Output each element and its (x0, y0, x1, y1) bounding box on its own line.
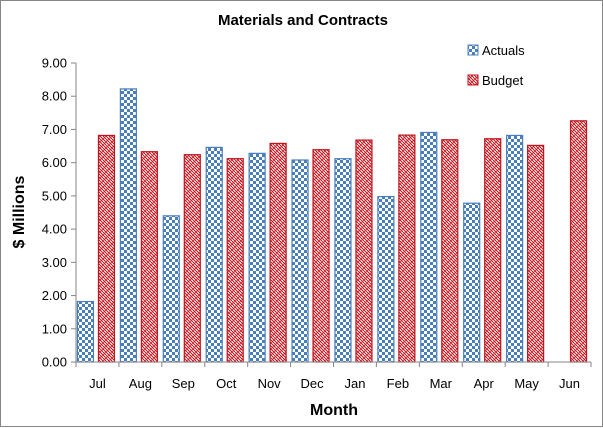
x-tick-label-apr: Apr (474, 376, 495, 391)
chart-title: Materials and Contracts (218, 12, 388, 29)
y-axis-label: $ Millions (11, 175, 28, 248)
y-tick-label: 8.00 (42, 89, 67, 104)
y-tick-label: 2.00 (42, 288, 67, 303)
y-tick-label: 4.00 (42, 222, 67, 237)
x-tick-label-feb: Feb (387, 376, 409, 391)
x-tick-label-sep: Sep (172, 376, 195, 391)
bar-actuals-mar (420, 131, 438, 363)
bar-budget-apr (484, 138, 502, 363)
y-tick-label: 1.00 (42, 321, 67, 336)
bar-budget-nov (269, 142, 287, 363)
bar-budget-aug (140, 151, 158, 363)
y-tick-label: 3.00 (42, 255, 67, 270)
y-tick-label: 6.00 (42, 155, 67, 170)
bar-actuals-jan (334, 158, 352, 363)
bar-budget-sep (183, 154, 201, 363)
y-tick-label: 5.00 (42, 188, 67, 203)
x-axis-label: Month (310, 402, 358, 419)
axes-group (71, 62, 592, 367)
y-tick-label: 0.00 (42, 355, 67, 370)
bars-group (76, 88, 588, 363)
y-tick-label: 9.00 (42, 56, 67, 71)
bar-actuals-feb (377, 195, 395, 363)
x-tick-label-aug: Aug (129, 376, 152, 391)
bar-budget-oct (226, 158, 244, 363)
bar-actuals-sep (162, 215, 180, 363)
bar-budget-jun (569, 120, 588, 363)
bar-budget-dec (312, 149, 330, 363)
x-tick-label-jan: Jan (344, 376, 365, 391)
bar-actuals-jul (76, 300, 95, 363)
legend-label-actuals: Actuals (482, 43, 525, 58)
bar-budget-feb (398, 134, 416, 363)
bar-actuals-oct (205, 146, 223, 363)
bar-actuals-aug (119, 88, 137, 363)
bar-budget-may (527, 144, 545, 363)
y-tick-labels: 0.00 1.00 2.00 3.00 4.00 5.00 6.00 7.00 8.00 9.00 (42, 56, 67, 370)
x-tick-label-oct: Oct (216, 376, 237, 391)
bar-budget-jan (355, 139, 373, 363)
legend: Actuals Budget (467, 43, 525, 88)
y-tick-label: 7.00 (42, 122, 67, 137)
legend-swatch-budget (467, 74, 479, 86)
bar-budget-jul (97, 134, 116, 363)
x-tick-label-mar: Mar (430, 376, 453, 391)
x-tick-label-jul: Jul (89, 376, 106, 391)
x-tick-labels: Jul Aug Sep Oct Nov Dec Jan Feb Mar Apr May Jun (89, 376, 580, 391)
bar-actuals-dec (291, 159, 309, 363)
bar-actuals-may (506, 134, 524, 363)
x-tick-label-may: May (514, 376, 539, 391)
x-tick-label-dec: Dec (300, 376, 324, 391)
legend-label-budget: Budget (482, 73, 524, 88)
bar-actuals-nov (248, 152, 266, 363)
x-tick-label-nov: Nov (258, 376, 282, 391)
legend-swatch-actuals (467, 44, 479, 56)
bar-actuals-apr (463, 202, 481, 363)
x-tick-label-jun: Jun (559, 376, 580, 391)
bar-budget-mar (441, 139, 459, 363)
